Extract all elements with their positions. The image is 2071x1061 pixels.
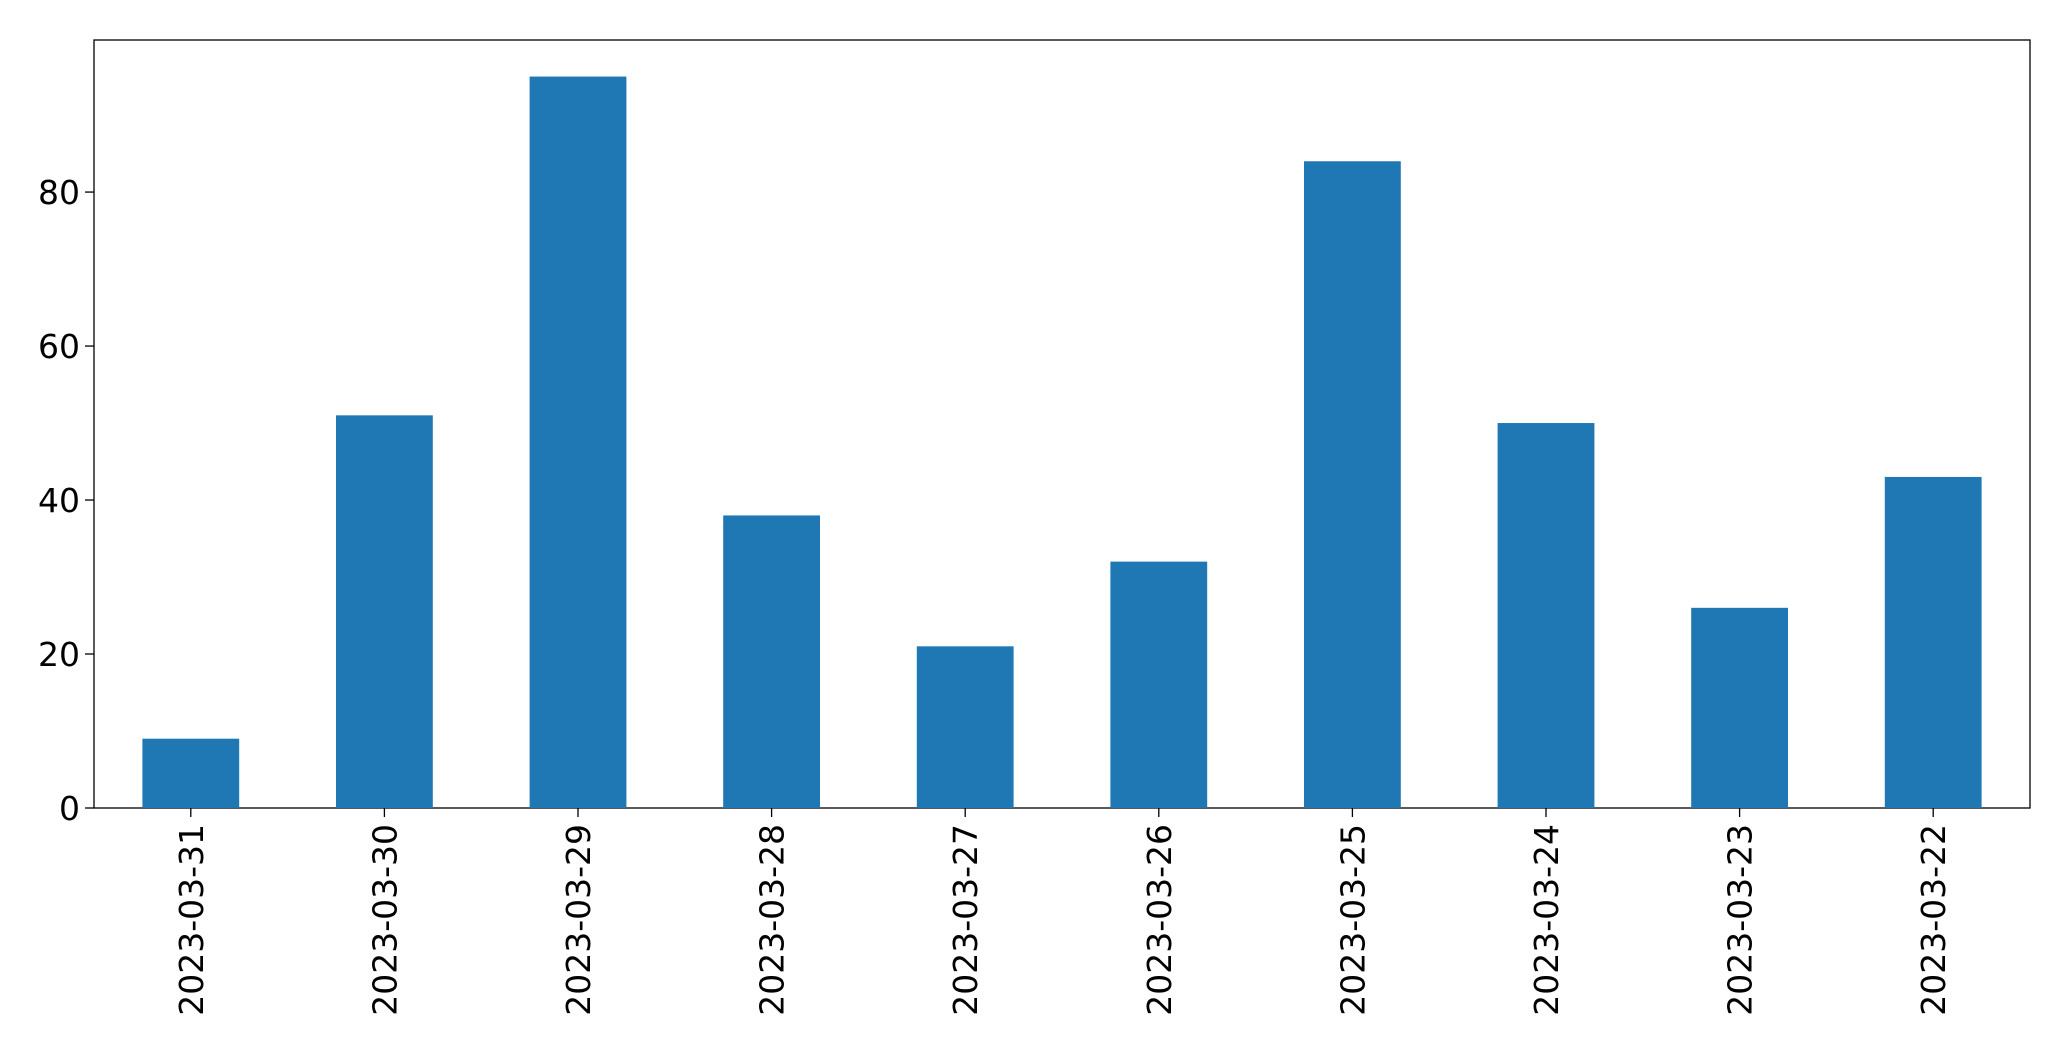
bar xyxy=(1304,161,1401,808)
y-tick-label: 60 xyxy=(38,327,80,366)
x-tick-label: 2023-03-22 xyxy=(1914,824,1953,1016)
bar xyxy=(142,738,240,808)
x-tick-label: 2023-03-27 xyxy=(946,824,985,1016)
y-tick-label: 40 xyxy=(38,481,80,520)
bar xyxy=(723,515,820,808)
bar xyxy=(1110,561,1208,808)
x-tick-label: 2023-03-25 xyxy=(1333,824,1372,1016)
bar xyxy=(336,415,433,808)
bar xyxy=(1497,423,1595,808)
x-tick-label: 2023-03-23 xyxy=(1721,824,1760,1016)
x-tick-label: 2023-03-30 xyxy=(365,824,404,1016)
bar xyxy=(1884,476,1982,808)
bar xyxy=(916,646,1014,808)
y-tick-label: 80 xyxy=(38,173,80,212)
x-tick-label: 2023-03-31 xyxy=(172,824,211,1016)
x-tick-label: 2023-03-28 xyxy=(753,824,792,1016)
y-tick-label: 0 xyxy=(59,789,80,828)
x-tick-label: 2023-03-29 xyxy=(559,824,598,1016)
bar xyxy=(1691,607,1788,808)
axes-frame xyxy=(93,39,2031,809)
bar xyxy=(529,76,627,809)
y-tick-label: 20 xyxy=(38,635,80,674)
x-tick-label: 2023-03-26 xyxy=(1140,824,1179,1016)
x-tick-label: 2023-03-24 xyxy=(1527,824,1566,1016)
